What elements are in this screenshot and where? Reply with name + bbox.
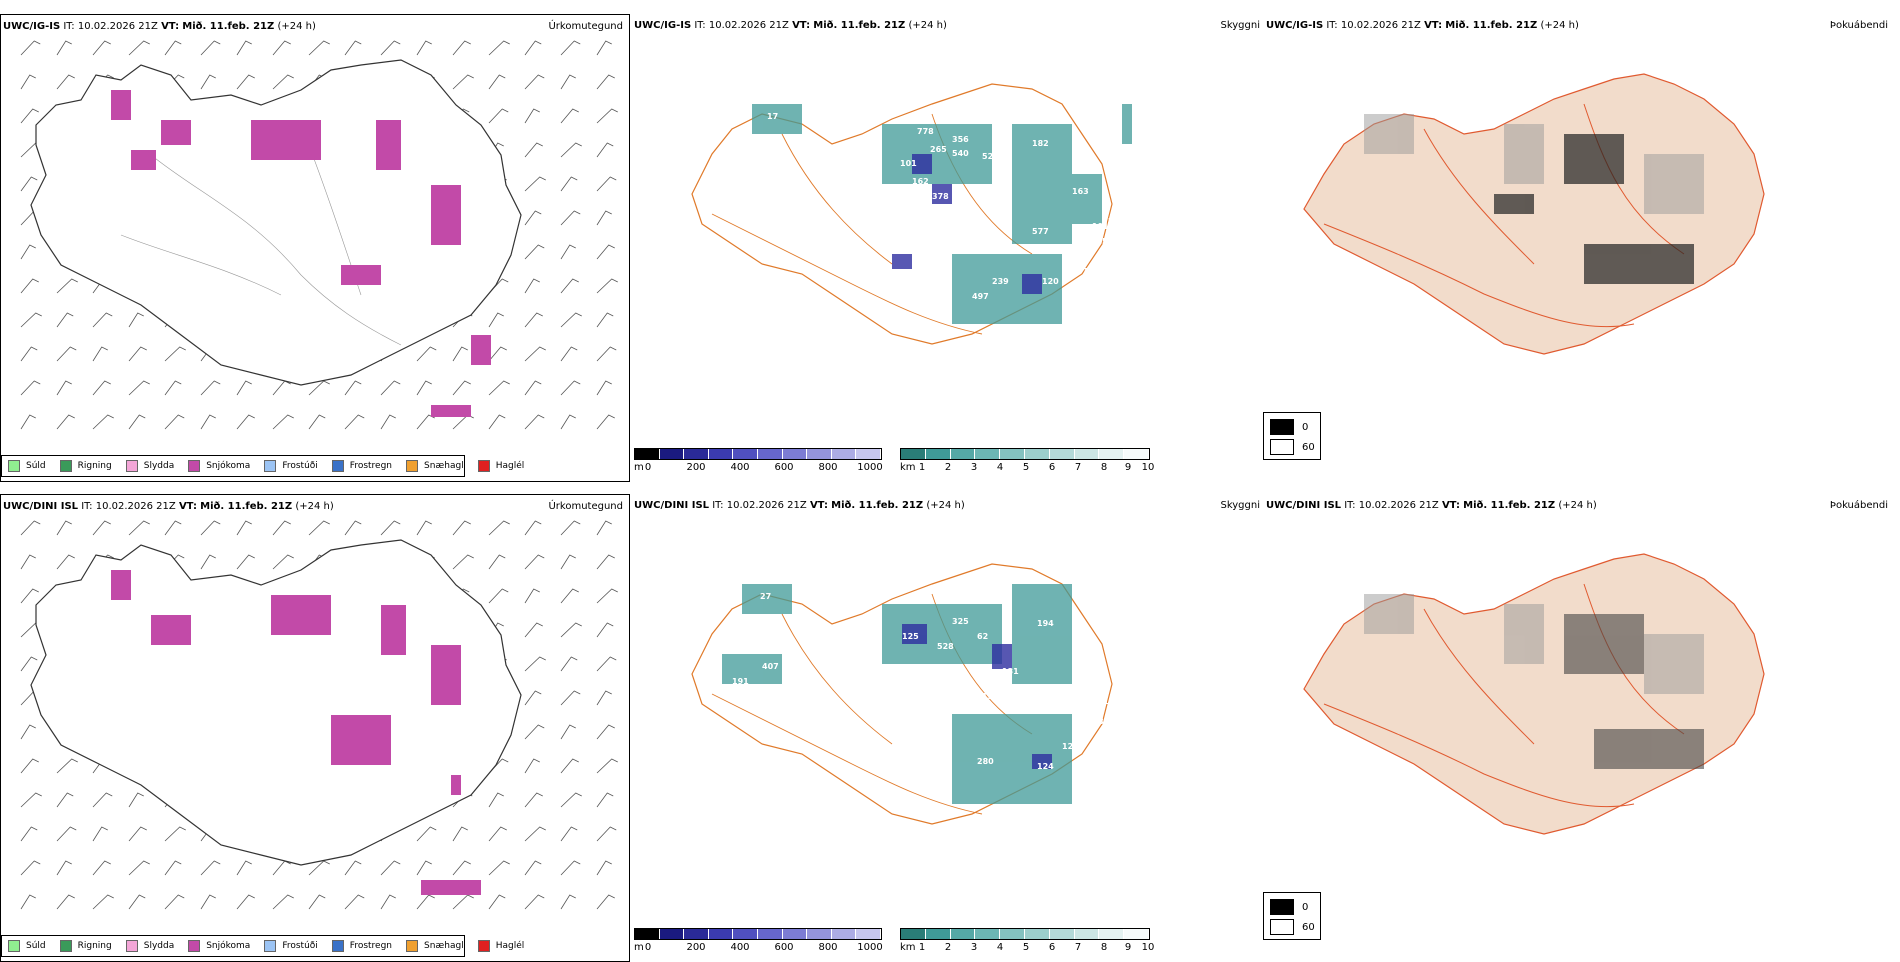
value-labels: 17 32 627 778 356 540 101 265 525 182 16… — [737, 112, 1119, 301]
svg-text:538: 538 — [1087, 717, 1104, 726]
svg-text:356: 356 — [952, 135, 969, 144]
svg-text:124: 124 — [1037, 762, 1054, 771]
svg-text:120: 120 — [1062, 742, 1079, 751]
variable-name: Skyggni — [1220, 20, 1260, 31]
svg-text:140: 140 — [992, 192, 1009, 201]
visibility-colorbar: km 1 2 3 4 5 6 7 8 9 10 — [900, 928, 1154, 958]
svg-text:14: 14 — [937, 252, 949, 261]
svg-text:120: 120 — [1042, 277, 1059, 286]
svg-text:149: 149 — [842, 637, 859, 646]
snow-areas — [111, 90, 491, 417]
svg-text:400: 400 — [927, 205, 944, 214]
panel-title: UWC/DINI ISL IT: 10.02.2026 21Z VT: Mið.… — [3, 501, 334, 512]
blue-clouds — [892, 154, 1042, 294]
value-labels: 27 407 191 149 125 325 62 194 528 161 18… — [732, 592, 1109, 771]
svg-text:194: 194 — [1037, 619, 1054, 628]
svg-text:31: 31 — [1102, 217, 1114, 226]
svg-text:73: 73 — [1082, 267, 1093, 276]
svg-text:125: 125 — [902, 632, 919, 641]
variable-name: Þokuábendi — [1829, 500, 1888, 511]
svg-text:280: 280 — [977, 757, 994, 766]
fog-panel-dini: UWC/DINI ISL IT: 10.02.2026 21Z VT: Mið.… — [1264, 494, 1894, 962]
svg-text:265: 265 — [930, 145, 947, 154]
svg-text:32: 32 — [737, 152, 748, 161]
svg-text:161: 161 — [927, 667, 944, 676]
teal-clouds — [722, 584, 1072, 804]
panel-title: UWC/IG-IS IT: 10.02.2026 21Z VT: Mið. 11… — [3, 21, 316, 32]
svg-text:191: 191 — [1092, 222, 1109, 231]
precip-type-panel-ig: UWC/IG-IS IT: 10.02.2026 21Z VT: Mið. 11… — [0, 14, 630, 482]
variable-name: Úrkomutegund — [548, 21, 623, 32]
precip-map — [20, 40, 618, 430]
svg-text:528: 528 — [937, 642, 954, 651]
fog-roads — [1323, 103, 1685, 328]
svg-text:317: 317 — [947, 212, 964, 221]
teal-clouds — [752, 104, 1132, 324]
precip-map — [20, 520, 618, 910]
fog-panel-ig: UWC/IG-IS IT: 10.02.2026 21Z VT: Mið. 11… — [1264, 14, 1894, 482]
svg-text:151: 151 — [982, 692, 999, 701]
svg-text:31: 31 — [1082, 162, 1094, 171]
svg-text:191: 191 — [732, 677, 749, 686]
svg-text:778: 778 — [917, 127, 934, 136]
svg-text:239: 239 — [992, 277, 1009, 286]
fog-map — [1303, 553, 1765, 835]
cloud-panel-ig: UWC/IG-IS IT: 10.02.2026 21Z VT: Mið. 11… — [632, 14, 1262, 482]
svg-text:35: 35 — [912, 722, 924, 731]
svg-text:131: 131 — [1002, 667, 1019, 676]
fog-grey-areas — [1364, 594, 1704, 694]
cloud-panel-dini: UWC/DINI ISL IT: 10.02.2026 21Z VT: Mið.… — [632, 494, 1262, 962]
blue-clouds — [902, 624, 1052, 769]
precip-type-panel-dini: UWC/DINI ISL IT: 10.02.2026 21Z VT: Mið.… — [0, 494, 630, 962]
svg-text:571: 571 — [1102, 237, 1119, 246]
precip-legend: Súld Rigning Slydda Snjókoma Frostúði Fr… — [1, 455, 524, 477]
variable-name: Úrkomutegund — [548, 501, 623, 512]
svg-text:577: 577 — [1032, 227, 1049, 236]
svg-text:627: 627 — [762, 192, 779, 201]
svg-text:325: 325 — [952, 617, 969, 626]
cloud-map: 27 407 191 149 125 325 62 194 528 161 18… — [691, 563, 1113, 825]
variable-name: Skyggni — [1220, 500, 1260, 511]
svg-text:182: 182 — [1032, 139, 1049, 148]
fog-dark-areas — [1494, 134, 1694, 284]
fog-map — [1303, 73, 1765, 355]
height-colorbar: m 0 200 400 600 800 1000 — [634, 928, 884, 958]
cloud-map: 17 32 627 778 356 540 101 265 525 182 16… — [691, 83, 1132, 345]
variable-name: Þokuábendi — [1829, 20, 1888, 31]
panel-title: UWC/IG-IS IT: 10.02.2026 21Z VT: Mið. 11… — [1266, 20, 1579, 31]
svg-text:378: 378 — [932, 192, 949, 201]
panel-title: UWC/IG-IS IT: 10.02.2026 21Z VT: Mið. 11… — [634, 20, 947, 31]
svg-text:163: 163 — [1072, 187, 1089, 196]
fog-legend-bottom: 0 60 — [1263, 892, 1321, 940]
svg-text:407: 407 — [762, 662, 779, 671]
fog-legend-top: 0 60 — [1263, 412, 1321, 460]
fog-grey-areas — [1364, 114, 1704, 214]
fog-dark-areas — [1564, 614, 1704, 769]
svg-text:540: 540 — [952, 149, 969, 158]
svg-text:497: 497 — [972, 292, 989, 301]
svg-text:180: 180 — [1072, 657, 1089, 666]
svg-text:17: 17 — [767, 112, 778, 121]
svg-text:525: 525 — [982, 152, 999, 161]
panel-title: UWC/DINI ISL IT: 10.02.2026 21Z VT: Mið.… — [1266, 500, 1597, 511]
svg-text:62: 62 — [977, 632, 988, 641]
visibility-colorbar: km 1 2 3 4 5 6 7 8 9 10 — [900, 448, 1154, 478]
svg-text:191: 191 — [1092, 697, 1109, 706]
snow-areas — [111, 570, 481, 895]
svg-text:27: 27 — [760, 592, 771, 601]
svg-text:162: 162 — [912, 177, 929, 186]
panel-title: UWC/DINI ISL IT: 10.02.2026 21Z VT: Mið.… — [634, 500, 965, 511]
precip-legend: Súld Rigning Slydda Snjókoma Frostúði Fr… — [1, 935, 524, 957]
height-colorbar: m 0 200 400 600 800 1000 — [634, 448, 884, 478]
svg-text:101: 101 — [900, 159, 917, 168]
